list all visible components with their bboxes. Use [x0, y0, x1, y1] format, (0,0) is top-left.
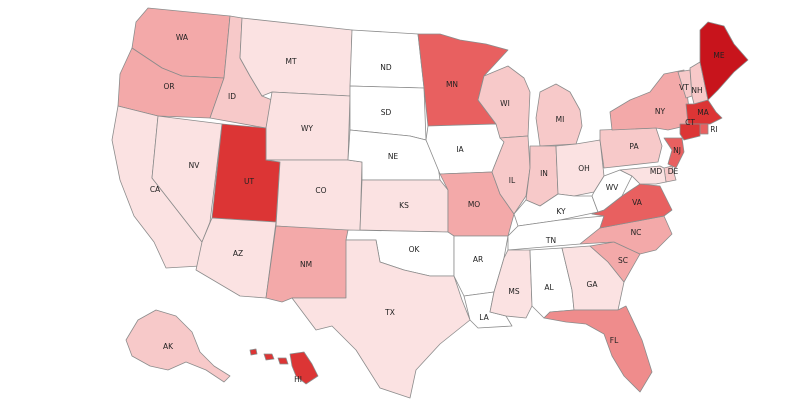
- state-ND[interactable]: [349, 29, 425, 89]
- state-MS[interactable]: [489, 249, 533, 319]
- state-FL[interactable]: [543, 305, 653, 393]
- state-TX[interactable]: [291, 239, 471, 399]
- hawaii-island-2: [263, 353, 275, 361]
- state-HI[interactable]: [289, 351, 319, 385]
- state-MI[interactable]: [535, 83, 583, 147]
- label-RI: RI: [710, 125, 717, 134]
- state-KS[interactable]: [359, 179, 449, 233]
- state-NJ[interactable]: [663, 137, 685, 169]
- hawaii-island-1: [249, 348, 258, 356]
- state-WV[interactable]: [591, 169, 633, 213]
- state-IA[interactable]: [425, 123, 505, 175]
- state-WY[interactable]: [265, 91, 351, 161]
- state-NM[interactable]: [265, 225, 349, 303]
- hawaii-island-3: [277, 357, 289, 365]
- state-CT[interactable]: [679, 123, 701, 141]
- state-MD[interactable]: [619, 165, 667, 185]
- state-PA[interactable]: [599, 127, 663, 169]
- state-AZ[interactable]: [195, 217, 277, 299]
- state-SC[interactable]: [589, 241, 641, 283]
- state-AK[interactable]: [125, 309, 231, 383]
- state-RI[interactable]: [699, 123, 709, 135]
- state-CO[interactable]: [265, 159, 363, 233]
- state-MA[interactable]: [685, 99, 723, 125]
- state-ME[interactable]: [699, 21, 749, 101]
- state-MT[interactable]: [239, 17, 353, 97]
